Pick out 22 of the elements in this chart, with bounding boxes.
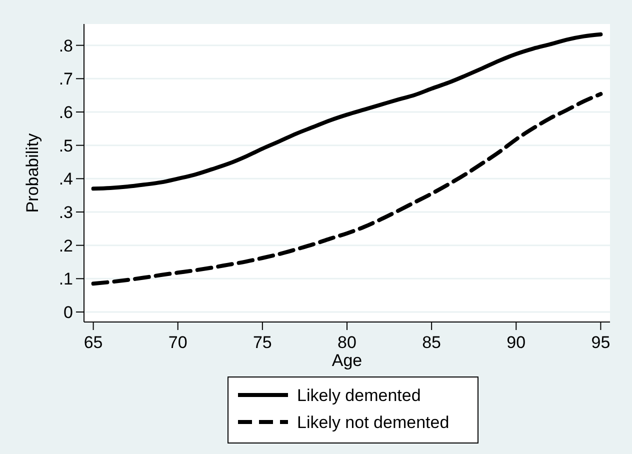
y-tick-label: .8	[58, 36, 73, 56]
line-series	[91, 92, 603, 286]
y-tick-label: .6	[58, 102, 73, 122]
legend-label: Likely not demented	[297, 412, 450, 432]
y-tick-label: .7	[58, 70, 73, 89]
y-tick-label: .2	[58, 236, 73, 256]
x-tick-label: 70	[168, 333, 188, 352]
x-tick-label: 65	[84, 333, 103, 352]
y-tick-label: .1	[58, 270, 73, 289]
x-axis-title: Age	[332, 351, 362, 370]
x-tick-label: 85	[422, 333, 442, 352]
x-tick-label: 75	[252, 333, 272, 352]
y-tick-label: .5	[58, 136, 73, 156]
y-tick-label: 0	[64, 302, 73, 322]
y-axis-title: Probability	[23, 132, 42, 213]
x-tick-label: 80	[338, 333, 356, 352]
legend-label: Likely demented	[297, 386, 421, 405]
line-series	[91, 32, 603, 191]
x-tick-label: 90	[506, 333, 526, 352]
y-tick-label: .3	[58, 202, 73, 222]
y-tick-label: .4	[58, 170, 73, 189]
x-tick-label: 95	[591, 333, 610, 352]
